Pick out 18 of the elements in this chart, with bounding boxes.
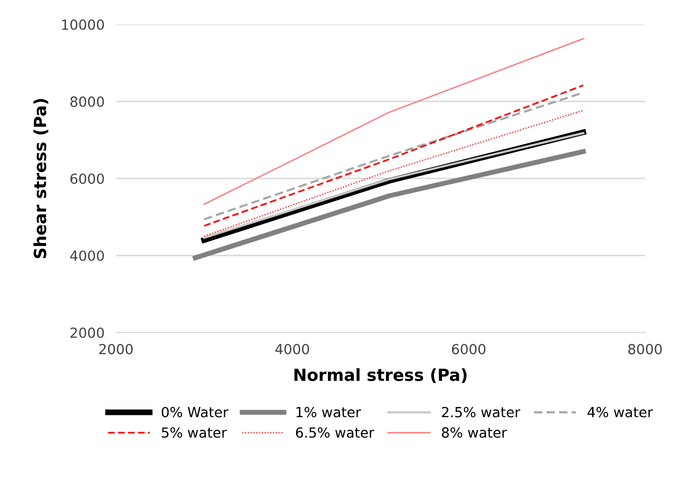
legend-label: 8% water: [442, 427, 507, 438]
legend-label: 1% water: [296, 406, 362, 418]
legend-label: 0% Water: [162, 406, 228, 418]
legend-label: 5% water: [162, 427, 227, 438]
x-tick-label: 4000: [275, 344, 310, 354]
y-tick-label: 6000: [70, 173, 104, 184]
x-axis-title: Normal stress (Pa): [294, 368, 467, 384]
y-tick-label: 2000: [70, 327, 104, 338]
x-tick-label: 6000: [452, 344, 486, 354]
y-tick-label: 10000: [62, 19, 104, 30]
legend-label: 6.5% water: [296, 427, 374, 438]
x-tick-label: 8000: [628, 344, 662, 354]
legend-label: 4% water: [588, 406, 653, 418]
y-tick-label: 8000: [70, 96, 104, 107]
y-tick-label: 4000: [70, 250, 104, 261]
legend-label: 2.5% water: [442, 406, 520, 418]
y-axis-title: Shear stress (Pa): [33, 99, 48, 258]
x-tick-label: 2000: [99, 344, 133, 354]
